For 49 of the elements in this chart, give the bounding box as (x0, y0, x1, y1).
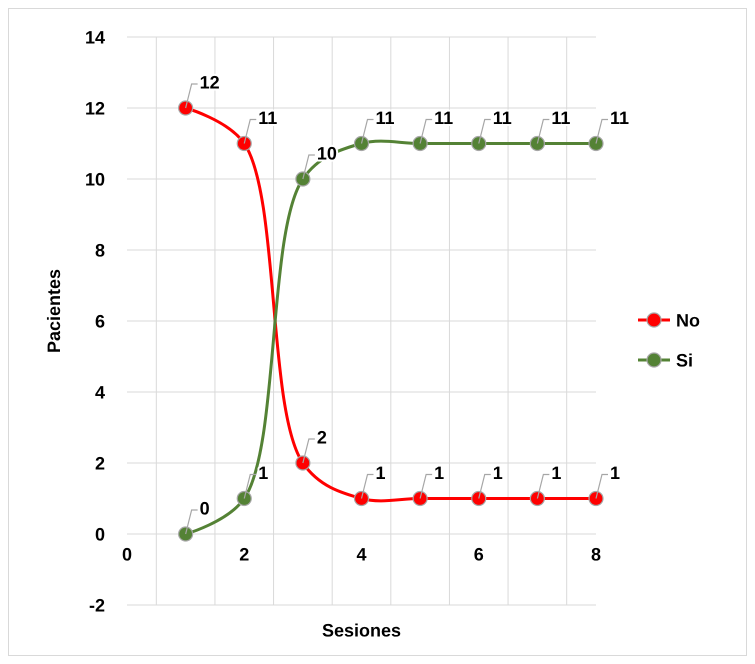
y-tick-label: 8 (94, 240, 105, 260)
x-tick-label: 2 (239, 544, 250, 564)
point (412, 490, 428, 506)
point (295, 455, 310, 471)
point (295, 171, 310, 187)
data-label: 0 (200, 498, 210, 518)
y-tick-label: -2 (88, 595, 105, 616)
data-label: 1 (376, 462, 386, 483)
y-tick-label: 2 (94, 453, 105, 474)
data-label: 11 (610, 108, 630, 128)
data-label: 11 (258, 108, 278, 128)
point (412, 136, 428, 152)
data-label: 2 (316, 427, 327, 448)
data-label: 1 (551, 462, 562, 483)
y-tick-label: 14 (84, 27, 105, 48)
point (236, 136, 252, 152)
data-label: 11 (492, 108, 512, 128)
point (588, 136, 604, 152)
data-label: 11 (551, 108, 570, 128)
x-tick-label: 6 (474, 544, 484, 564)
data-label: 1 (434, 462, 444, 483)
y-axis-title: Pacientes (44, 268, 64, 354)
point (178, 526, 194, 542)
point (354, 136, 370, 152)
data-label: 11 (376, 108, 395, 128)
x-tick-label: 8 (590, 544, 602, 564)
point (530, 490, 545, 506)
y-tick-label: 6 (94, 311, 105, 332)
data-label: 12 (200, 72, 220, 92)
point (354, 490, 370, 506)
x-tick-label: 4 (356, 544, 367, 564)
legend-label: Si (676, 350, 694, 370)
legend-label: No (676, 310, 700, 330)
data-label: 1 (492, 462, 503, 483)
point (530, 136, 545, 152)
x-axis-title: Sesiones (322, 620, 402, 640)
point (236, 490, 252, 506)
y-tick-label: 4 (94, 382, 105, 402)
point (471, 136, 486, 152)
point (178, 100, 194, 116)
y-tick-label: 10 (84, 169, 105, 190)
y-tick-label: 0 (94, 524, 105, 544)
x-tick-label: 0 (122, 544, 132, 564)
point (588, 490, 604, 506)
y-tick-label: 12 (84, 98, 105, 118)
data-label: 11 (434, 108, 454, 128)
point (471, 490, 486, 506)
data-label: 1 (258, 462, 268, 483)
data-label: 1 (610, 462, 620, 483)
